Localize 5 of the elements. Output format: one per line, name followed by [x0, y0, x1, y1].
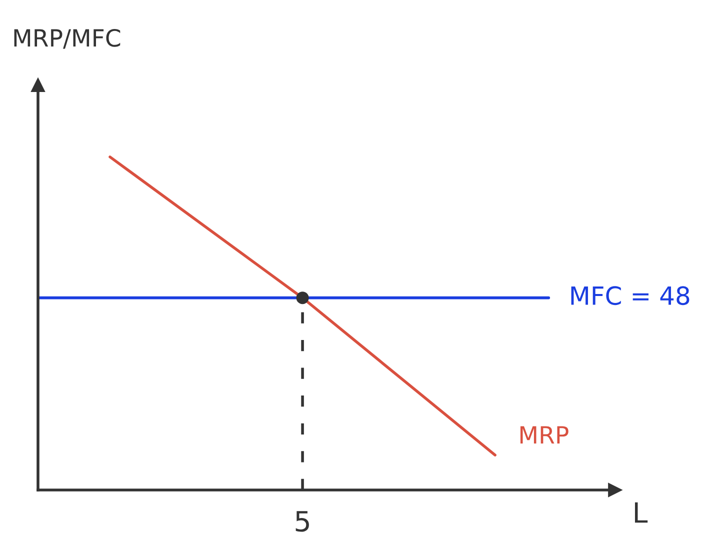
- series-label: MRP: [520, 426, 568, 444]
- text: 5: [296, 511, 309, 532]
- x-axis-title: L: [634, 502, 648, 523]
- annotation: MFC = 48: [571, 286, 690, 306]
- y-axis-title: MRP/MFC: [14, 28, 120, 49]
